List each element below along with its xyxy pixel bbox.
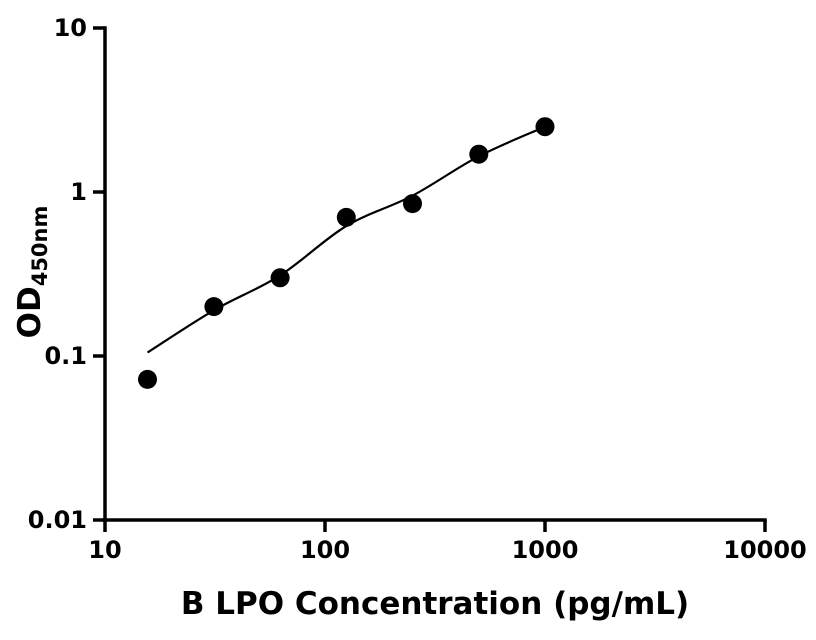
axes: 10 100 1000 10000 0.01 0.1 1 10	[28, 14, 807, 564]
data-point	[469, 144, 489, 164]
data-point	[336, 207, 356, 227]
y-axis-title: OD450nm	[12, 206, 52, 339]
data-point	[403, 194, 422, 214]
data-point	[138, 369, 157, 389]
x-axis-title: B LPO Concentration (pg/mL)	[181, 586, 689, 622]
data-point	[204, 297, 224, 317]
y-axis-title-sub: 450nm	[28, 206, 52, 287]
y-tick-label: 10	[54, 14, 87, 42]
data-point	[270, 268, 290, 288]
x-tick-label: 100	[300, 536, 350, 564]
x-tick-label: 10000	[723, 536, 807, 564]
data-point	[535, 117, 555, 137]
y-tick-label: 0.1	[44, 342, 87, 370]
axis-spine	[103, 26, 767, 522]
y-axis-title-main: OD	[12, 286, 48, 338]
x-tick-label: 1000	[512, 536, 579, 564]
y-tick-label: 0.01	[28, 506, 87, 534]
y-tick-label: 1	[70, 178, 87, 206]
plot-series	[138, 117, 555, 389]
x-tick-label: 10	[88, 536, 121, 564]
